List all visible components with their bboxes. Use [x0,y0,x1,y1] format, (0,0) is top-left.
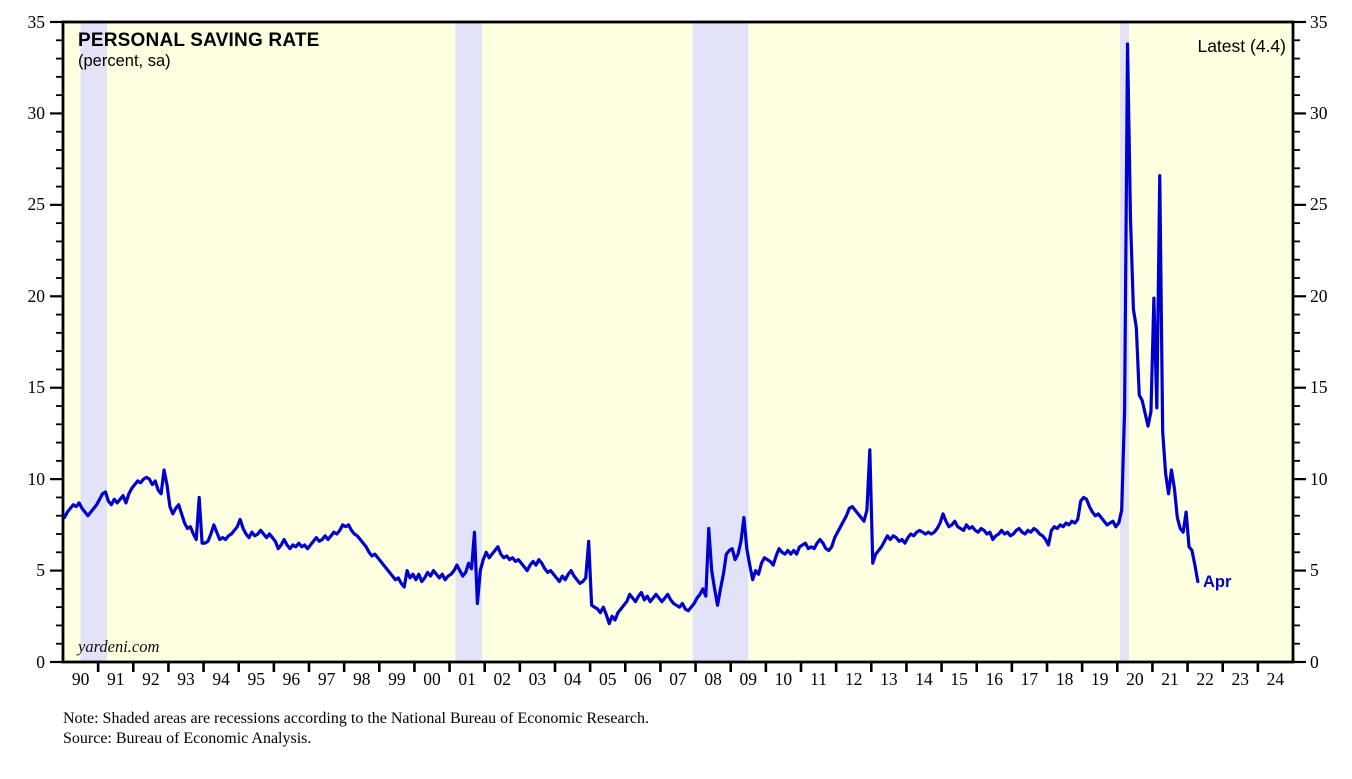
plot-frame [61,20,1295,664]
x-axis-year-label: 04 [563,669,582,689]
x-axis-year-label: 17 [1020,669,1039,689]
x-axis-year-label: 19 [1090,669,1109,689]
saving-rate-line [62,42,1200,626]
y-axis-tick-label: 15 [27,377,46,398]
x-axis-year-label: 14 [915,669,933,689]
y-axis-tick-label: 20 [27,285,46,306]
y-axis-tick-label: 5 [1310,560,1319,581]
y-axis-tick-label: 10 [27,468,46,489]
x-axis-year-label: 15 [950,669,968,689]
x-axis-year-label: 06 [634,669,652,689]
y-axis-tick-label: 25 [1310,194,1328,215]
x-axis-year-label: 97 [317,669,336,689]
x-axis-year-label: 21 [1161,669,1179,689]
x-axis-year-label: 16 [985,669,1004,689]
chart-title: PERSONAL SAVING RATE [78,30,320,51]
x-axis-year-label: 92 [142,669,160,689]
last-point-month-label: Apr [1203,573,1232,591]
recession-band [692,23,749,661]
recession-band [80,23,107,661]
source-line: Source: Bureau of Economic Analysis. [63,729,312,747]
y-axis-tick-label: 0 [36,651,45,672]
x-axis-year-label: 12 [844,669,863,689]
x-axis-year-label: 09 [739,669,758,689]
y-axis-tick-label: 30 [27,102,46,123]
x-axis-year-label: 94 [212,669,230,689]
x-axis-year-label: 95 [247,669,266,689]
y-axis-tick-label: 5 [36,560,45,581]
x-axis-year-label: 01 [458,669,476,689]
plot-background [63,22,1293,662]
x-axis-year-label: 90 [71,669,90,689]
x-axis-year-label: 93 [177,669,195,689]
x-axis-year-label: 20 [1126,669,1144,689]
y-axis-tick-label: 10 [1310,468,1328,489]
x-axis-year-label: 10 [774,669,793,689]
footnotes: Note: Shaded areas are recessions accord… [63,709,649,748]
y-axis-tick-label: 0 [1310,651,1319,672]
x-axis-year-label: 22 [1196,669,1214,689]
x-axis-year-label: 07 [669,669,687,689]
x-axis-year-label: 23 [1231,669,1250,689]
y-axis-tick-label: 30 [1310,102,1328,123]
x-axis-year-label: 24 [1266,669,1285,689]
note-line: Note: Shaded areas are recessions accord… [63,710,649,727]
x-axis-year-label: 11 [810,669,827,689]
x-axis-year-label: 18 [1055,669,1074,689]
y-axis-tick-label: 20 [1310,285,1328,306]
y-axis-tick-label: 35 [1310,11,1328,32]
x-axis-year-label: 96 [282,669,301,689]
x-axis-year-label: 99 [388,669,406,689]
x-axis-year-label: 91 [106,669,125,689]
x-axis-year-label: 00 [423,669,441,689]
x-axis-year-label: 03 [528,669,547,689]
y-axis-tick-label: 35 [27,11,46,32]
x-axis-year-label: 98 [352,669,371,689]
x-axis-year-label: 05 [598,669,617,689]
axis-ticks [50,20,1306,672]
chart-subtitle: (percent, sa) [78,52,171,70]
recession-band [455,23,482,661]
latest-value-annotation: Latest (4.4) [1197,36,1286,56]
y-axis-tick-label: 15 [1310,377,1328,398]
x-axis-year-label: 13 [880,669,898,689]
x-axis-year-label: 02 [493,669,512,689]
yardeni-watermark: yardeni.com [78,637,160,656]
y-axis-tick-label: 25 [27,194,46,215]
x-axis-year-label: 08 [704,669,722,689]
